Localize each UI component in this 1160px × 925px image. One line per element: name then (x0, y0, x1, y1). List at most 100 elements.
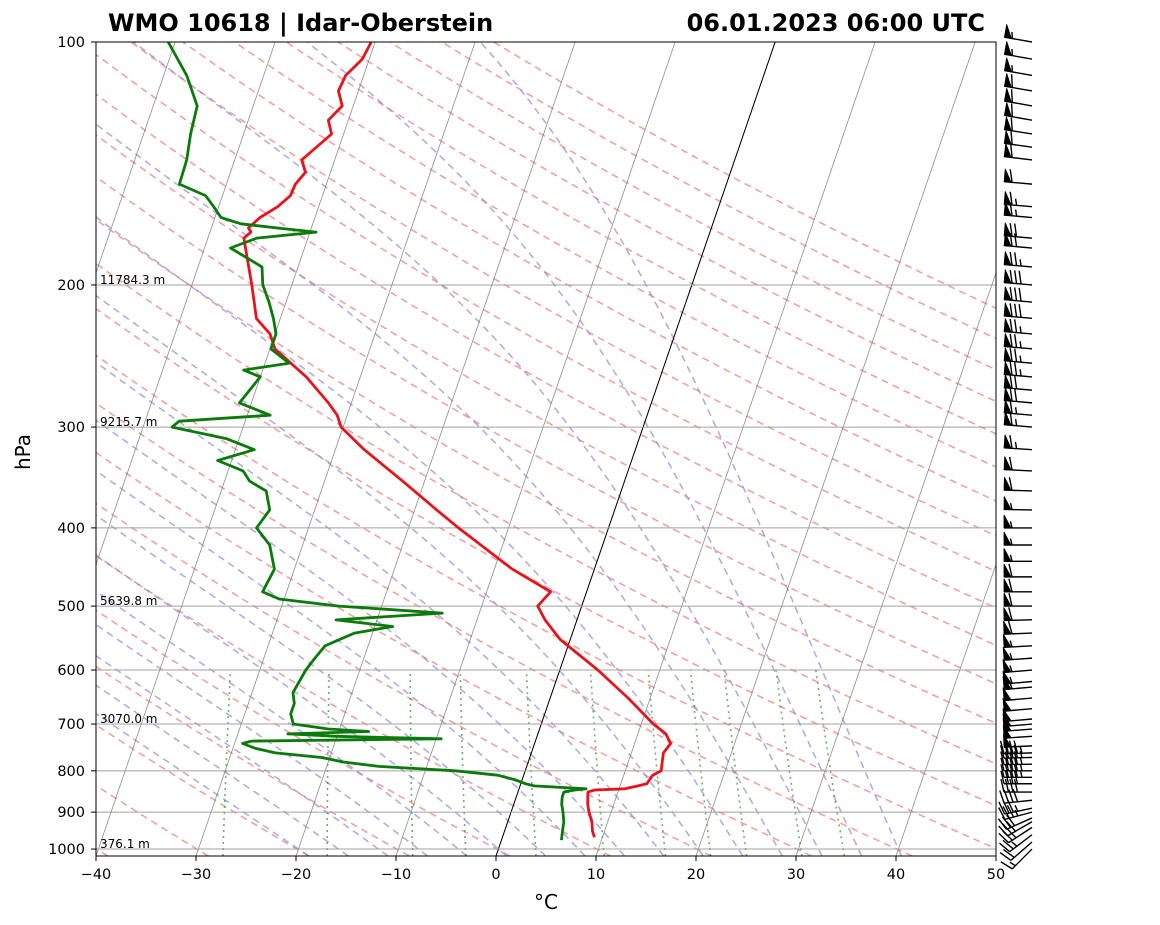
height-label: 5639.8 m (100, 594, 158, 608)
barb-half-flag (1009, 665, 1013, 672)
dry-adiabat-line (96, 175, 996, 685)
barb-pennant (1002, 634, 1012, 648)
barb-flag (1009, 303, 1013, 317)
barb-pennant (1003, 399, 1012, 414)
y-tick-label: 100 (57, 35, 85, 51)
barb-pennant (1003, 548, 1012, 562)
y-tick-label: 600 (57, 663, 85, 679)
barb-staff (1011, 848, 1033, 870)
wind-barb (1003, 333, 1033, 350)
wind-barb (1000, 764, 1032, 779)
barb-flag (1000, 751, 1005, 765)
barb-flag (1009, 387, 1013, 402)
wind-barb (1003, 57, 1033, 77)
wind-barb (1003, 514, 1032, 529)
mixing-ratio-line (409, 670, 414, 856)
barb-pennant (1003, 592, 1012, 607)
moist-adiabat-line (96, 623, 428, 856)
profiles-layer (166, 42, 672, 841)
barb-flag (1008, 563, 1013, 578)
dry-adiabat-line (337, 42, 996, 403)
y-tick-label: 900 (57, 805, 85, 821)
y-tick-label: 500 (57, 599, 85, 615)
barb-flag (998, 842, 1011, 853)
barb-half-flag (1009, 502, 1013, 510)
dry-adiabat-line (389, 42, 996, 371)
wind-barb (1000, 848, 1033, 870)
dry-adiabat-line (96, 307, 996, 807)
wind-barb (1002, 646, 1033, 661)
mixing-ratio-line (459, 669, 467, 856)
barb-half-flag (1019, 259, 1022, 267)
moist-adiabat-line (96, 361, 665, 856)
barb-flag (1009, 318, 1013, 333)
isotherm-line (695, 42, 976, 856)
barb-half-flag (1009, 521, 1013, 529)
x-tick-label: 0 (491, 867, 500, 883)
moist-adiabat-line (96, 216, 744, 856)
barb-flag (1009, 333, 1013, 348)
height-label: 9215.7 m (100, 415, 158, 429)
wind-barb (1003, 620, 1033, 635)
wind-barb (997, 814, 1033, 830)
barb-pennant (1003, 201, 1012, 217)
dry-adiabat-line (96, 451, 813, 856)
barb-flag (999, 790, 1005, 804)
barb-half-flag (1019, 341, 1022, 348)
wind-barb (1003, 251, 1033, 268)
barb-half-flag (1009, 538, 1013, 546)
barb-pennant (1002, 670, 1012, 685)
mixing-ratio-line (723, 669, 748, 856)
barb-flag (1008, 578, 1013, 592)
barb-flag (1009, 232, 1013, 247)
barb-flag (1014, 252, 1018, 266)
barb-pennant (1003, 286, 1012, 301)
dewpoint-profile (166, 42, 588, 841)
x-tick-label: 50 (987, 867, 1005, 883)
wind-barb (1003, 73, 1033, 92)
barb-flag (1008, 607, 1013, 621)
wind-barb (1003, 387, 1033, 404)
barb-flag (1000, 861, 1013, 870)
isotherm-line (595, 42, 876, 856)
barb-flag (1018, 304, 1022, 318)
mixing-ratio-line (525, 669, 537, 856)
y-tick-label: 700 (57, 717, 85, 733)
barb-flag (1004, 764, 1010, 778)
barb-pennant (1003, 434, 1012, 449)
wind-barb (1003, 548, 1032, 563)
moist-adiabat-line (96, 419, 625, 856)
wind-barb (1002, 697, 1033, 712)
barb-half-flag (1019, 770, 1023, 778)
barb-flag (1000, 745, 1005, 759)
dry-adiabat-line (130, 42, 996, 537)
barb-pennant (1003, 251, 1012, 266)
barb-flag (1009, 286, 1013, 301)
wind-barb (998, 834, 1033, 853)
dry-adiabat-line (234, 42, 996, 468)
wind-barb (1003, 269, 1033, 286)
wind-barb (1003, 592, 1032, 607)
barb-half-flag (1019, 746, 1023, 754)
barb-pennant (1003, 374, 1012, 389)
wind-barb (1003, 563, 1032, 578)
wind-barb (1003, 374, 1033, 391)
barb-pennant (1003, 496, 1012, 511)
isotherm-line (96, 42, 176, 275)
wind-barb (1003, 222, 1033, 239)
barb-staff (1004, 807, 1033, 815)
barb-half-flag (1019, 751, 1023, 758)
barb-pennant (1003, 73, 1012, 88)
dry-adiabat-line (96, 554, 611, 856)
barb-flag (1000, 764, 1005, 778)
barb-flag (1009, 764, 1014, 778)
barb-flag (1009, 435, 1013, 449)
barb-pennant (1003, 232, 1012, 247)
barb-pennant (1002, 659, 1012, 673)
barb-half-flag (1014, 407, 1018, 414)
chart-title-right: 06.01.2023 06:00 UTC (687, 9, 985, 37)
barb-flag (1014, 319, 1018, 333)
barb-flag (1010, 131, 1013, 145)
